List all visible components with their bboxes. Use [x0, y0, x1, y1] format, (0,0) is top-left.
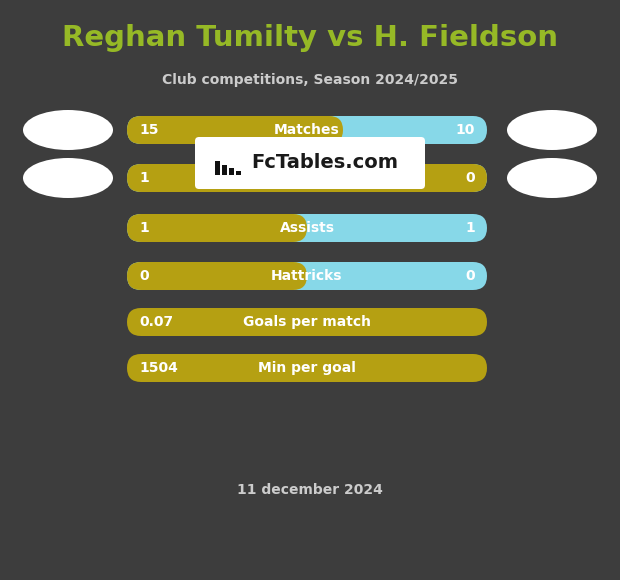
Text: 0.07: 0.07 — [139, 315, 173, 329]
FancyBboxPatch shape — [215, 161, 220, 175]
FancyBboxPatch shape — [195, 137, 425, 189]
Text: Matches: Matches — [274, 123, 340, 137]
Text: 0: 0 — [139, 269, 149, 283]
Text: 1: 1 — [465, 221, 475, 235]
FancyBboxPatch shape — [127, 262, 307, 290]
FancyBboxPatch shape — [127, 354, 487, 382]
Text: 10: 10 — [456, 123, 475, 137]
FancyBboxPatch shape — [127, 214, 307, 242]
Text: Min per goal: Min per goal — [258, 361, 356, 375]
Ellipse shape — [507, 110, 597, 150]
Text: 0: 0 — [466, 171, 475, 185]
FancyBboxPatch shape — [127, 116, 487, 144]
FancyBboxPatch shape — [229, 168, 234, 175]
Text: 1504: 1504 — [139, 361, 178, 375]
Text: 1: 1 — [139, 221, 149, 235]
Ellipse shape — [507, 158, 597, 198]
Text: 0: 0 — [466, 269, 475, 283]
FancyBboxPatch shape — [127, 164, 487, 192]
FancyBboxPatch shape — [127, 116, 343, 144]
FancyBboxPatch shape — [127, 262, 487, 290]
Text: Hattricks: Hattricks — [272, 269, 343, 283]
FancyBboxPatch shape — [127, 308, 487, 336]
FancyBboxPatch shape — [236, 171, 241, 175]
Text: Club competitions, Season 2024/2025: Club competitions, Season 2024/2025 — [162, 73, 458, 87]
Text: 1: 1 — [139, 171, 149, 185]
Text: Goals: Goals — [285, 171, 329, 185]
Text: Goals per match: Goals per match — [243, 315, 371, 329]
FancyBboxPatch shape — [222, 165, 227, 175]
Ellipse shape — [23, 158, 113, 198]
Text: Assists: Assists — [280, 221, 335, 235]
FancyBboxPatch shape — [127, 164, 487, 192]
Text: 15: 15 — [139, 123, 159, 137]
Text: Reghan Tumilty vs H. Fieldson: Reghan Tumilty vs H. Fieldson — [62, 24, 558, 52]
FancyBboxPatch shape — [127, 214, 487, 242]
Ellipse shape — [23, 110, 113, 150]
Text: FcTables.com: FcTables.com — [252, 154, 399, 172]
Text: 11 december 2024: 11 december 2024 — [237, 483, 383, 497]
